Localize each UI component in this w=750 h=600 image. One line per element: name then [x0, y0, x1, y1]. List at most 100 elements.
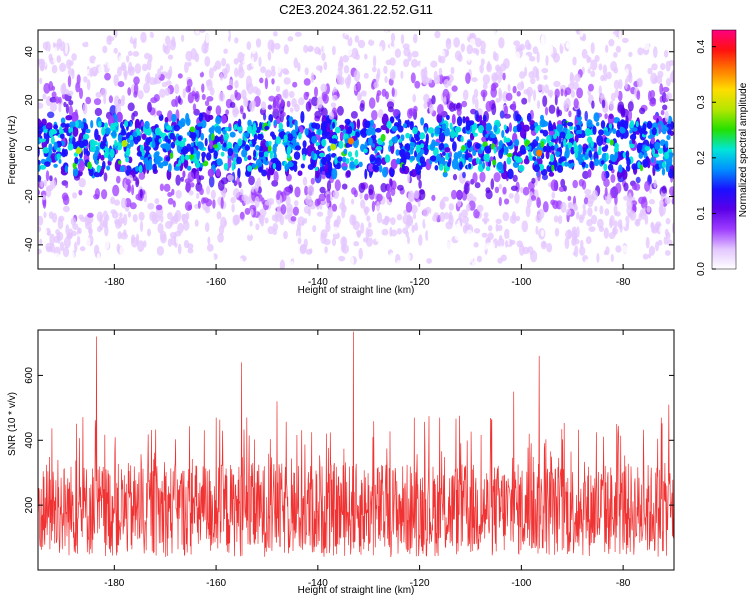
spectrogram-cell: [300, 163, 305, 169]
spectrogram-cell: [428, 77, 433, 84]
spectrogram-cell: [305, 101, 312, 112]
spectrogram-cell: [53, 141, 58, 151]
spectrogram-cell: [261, 197, 265, 205]
spectrogram-cell: [592, 257, 597, 267]
spectrogram-cell: [216, 211, 222, 220]
spectrogram-cell: [623, 182, 629, 192]
spectrogram-cell: [426, 66, 433, 73]
spectrogram-cell: [462, 215, 469, 224]
spectrogram-cell: [52, 129, 58, 135]
spectrogram-cell: [359, 191, 363, 200]
spectrogram-cell: [208, 67, 214, 79]
spectrogram-cell: [210, 189, 216, 200]
spectrogram-cell: [562, 252, 567, 264]
spectrogram-cell: [590, 214, 598, 225]
spectrogram-cell: [311, 150, 315, 160]
spectrogram-cell: [43, 179, 47, 187]
spectrogram-cell: [629, 129, 633, 134]
spectrogram-cell: [316, 211, 324, 217]
spectrogram-cell: [236, 126, 243, 132]
spectrogram-cell: [237, 51, 245, 64]
snr-x-tick-label: -80: [616, 578, 631, 589]
spectrogram-cell: [527, 228, 532, 240]
spectrogram-cell: [664, 110, 669, 123]
spectrogram-cell: [319, 204, 323, 210]
spectrogram-cell: [137, 130, 141, 136]
spectrogram-cell: [56, 55, 62, 63]
spectrogram-cell: [376, 90, 382, 96]
spectrogram-cell: [339, 76, 345, 86]
spectrogram-cell: [540, 36, 545, 47]
spectrogram-cell: [287, 36, 294, 42]
chart-title: C2E3.2024.361.22.52.G11: [279, 2, 433, 17]
spectrogram-cell: [77, 160, 85, 172]
spectrogram-cell: [569, 248, 575, 254]
spectrogram-cell: [345, 170, 351, 178]
spectrogram-cell: [585, 61, 591, 70]
spectrogram-cell: [64, 165, 69, 173]
spectrogram-cell: [190, 146, 194, 155]
spectrogram-cell: [482, 114, 487, 122]
spectrogram-cell: [54, 34, 59, 40]
spectrogram-cell: [209, 140, 214, 150]
spectrogram-cell: [144, 250, 152, 256]
spectrogram-cell: [57, 217, 64, 230]
spectrogram-cell: [603, 227, 609, 239]
spectrogram-cell: [498, 196, 502, 207]
spectrogram-cell: [535, 136, 540, 142]
spectrogram-cell: [621, 245, 628, 254]
spectrogram-cell: [320, 122, 326, 130]
spectrogram-cell: [589, 160, 594, 169]
spectrogram-cell: [482, 141, 488, 147]
spectrogram-cell: [170, 141, 176, 149]
spectrogram-cell: [459, 161, 463, 170]
spectrogram-cell: [636, 142, 643, 152]
spectrogram-cell: [488, 49, 492, 58]
spectrogram-cell: [426, 258, 432, 264]
spectrogram-cell: [498, 87, 502, 99]
spectrogram-cell: [343, 148, 348, 155]
spectrogram-cell: [418, 179, 422, 189]
spectrogram-cell: [607, 163, 614, 171]
spectrogram-cell: [400, 241, 408, 247]
spectrogram-cell: [253, 126, 257, 132]
spectrogram-cell: [563, 138, 567, 147]
spectrogram-cell: [663, 50, 669, 58]
spectrogram-cell: [69, 121, 76, 128]
spectrogram-cell: [621, 219, 627, 228]
spectrogram-cell: [154, 198, 160, 205]
spectrogram-cell: [174, 230, 182, 237]
spectrogram-cell: [533, 89, 536, 102]
spectrogram-cell: [412, 212, 417, 220]
spectrogram-cell: [392, 108, 400, 117]
spectrogram-cell: [87, 161, 92, 169]
spectrogram-cell: [431, 95, 436, 105]
spectrogram-cell: [608, 123, 613, 129]
spectrogram-cell: [619, 127, 626, 134]
spectrogram-cell: [217, 143, 222, 151]
spectrogram-cell: [471, 77, 478, 83]
spectrogram-cell: [497, 257, 503, 264]
spectrogram-cell: [39, 164, 47, 170]
spectrogram-cell: [120, 121, 123, 129]
spectrogram-cell: [603, 163, 608, 172]
spectrogram-cell: [113, 122, 119, 127]
spectrogram-cell: [447, 92, 450, 103]
spectrogram-cell: [556, 124, 563, 132]
spectrogram-cell: [76, 236, 81, 246]
spectrogram-cell: [446, 114, 450, 121]
spectrogram-cell: [177, 243, 182, 255]
spectrogram-cell: [647, 67, 653, 75]
spectrogram-cell: [661, 256, 667, 263]
spectrogram-cell: [171, 36, 176, 47]
spectrogram-cell: [149, 211, 157, 222]
spectrogram-cell: [42, 41, 49, 50]
spectrogram-cell: [608, 39, 615, 47]
spectrogram-cell: [625, 233, 633, 240]
spectrogram-cell: [201, 83, 205, 93]
spectrogram-cell: [410, 146, 414, 155]
spectrogram-cell: [303, 78, 311, 86]
spectrogram-cell: [98, 64, 105, 75]
spectrogram-cell: [194, 90, 200, 103]
spectrogram-cell: [605, 44, 609, 54]
